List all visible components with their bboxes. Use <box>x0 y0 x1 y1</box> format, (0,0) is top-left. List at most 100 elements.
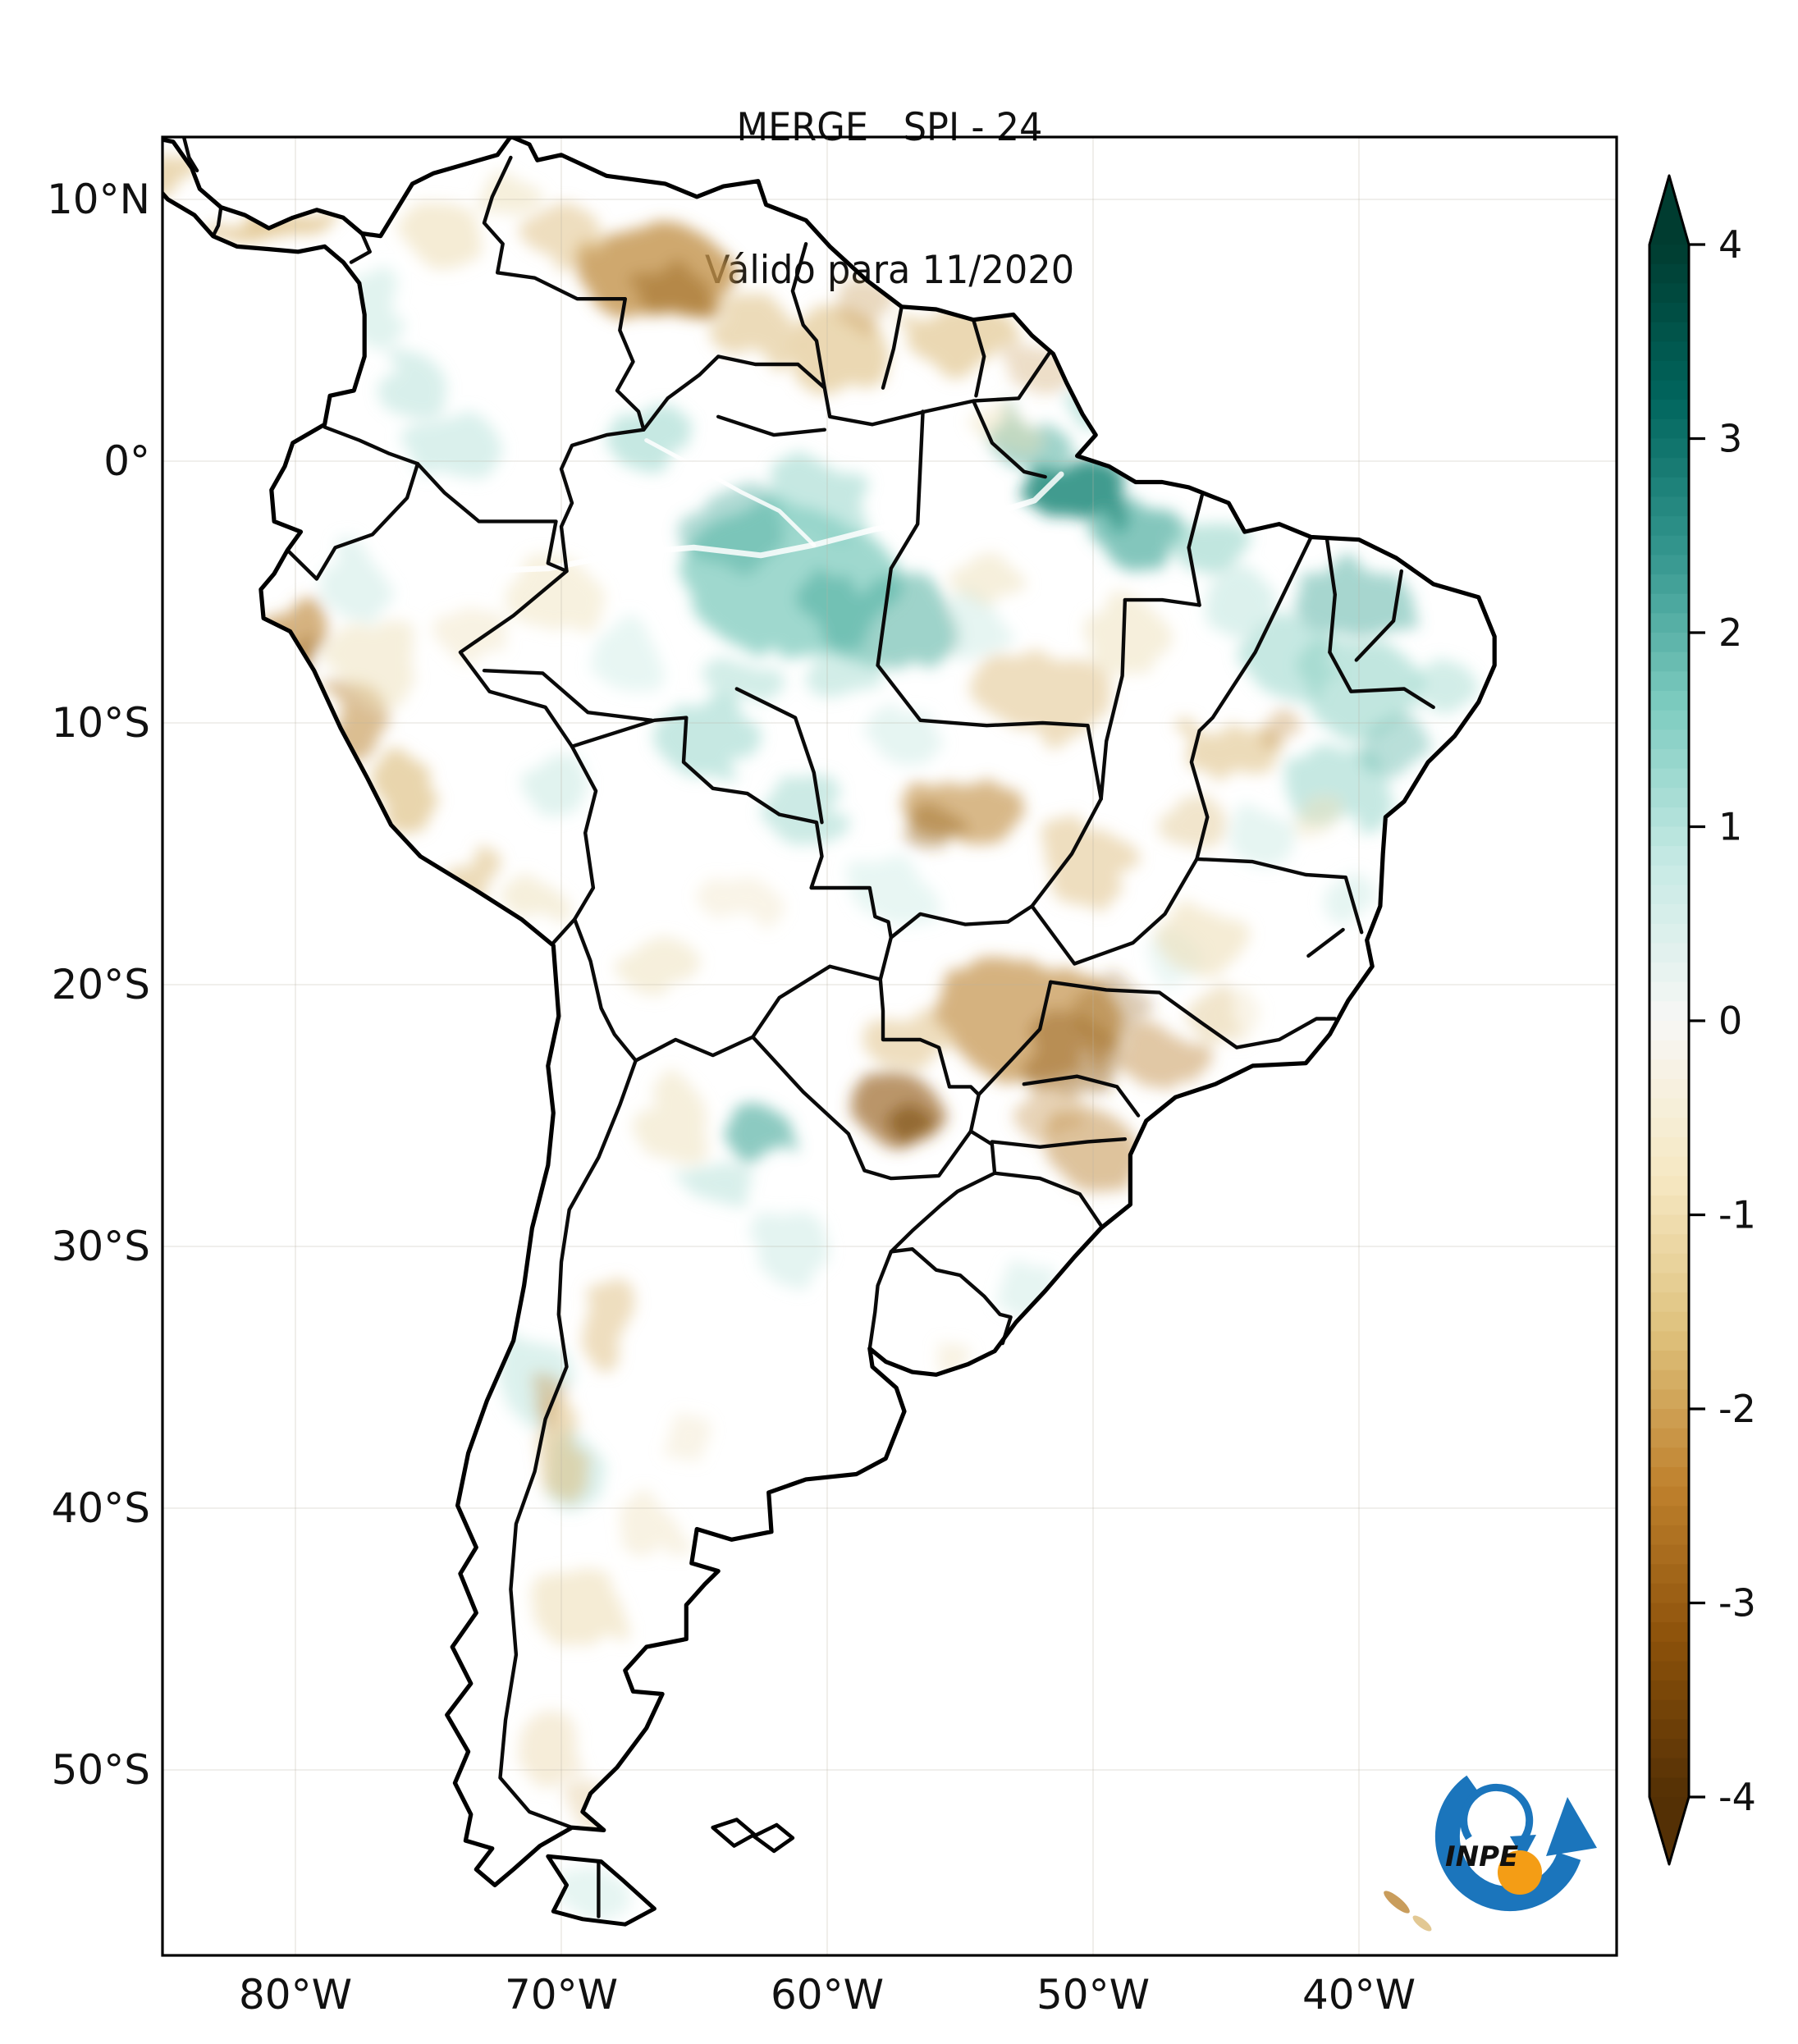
border-bo_py <box>751 964 882 1039</box>
colorbar-tick-label: -4 <box>1718 1775 1756 1819</box>
river-line <box>644 438 817 547</box>
spi-anomaly-blob <box>591 624 665 691</box>
colorbar-band <box>1649 1719 1689 1740</box>
colorbar-band <box>1649 593 1689 614</box>
colorbar-tick-label: -1 <box>1718 1193 1756 1237</box>
spi-anomaly-blob <box>405 199 479 263</box>
spi-anomaly-blob <box>908 812 971 859</box>
colorbar-band <box>1649 1661 1689 1681</box>
border-pe_br <box>458 569 574 748</box>
map-plot-area: INPE <box>162 137 1617 1955</box>
border-sr_gf <box>972 318 986 398</box>
colorbar-band <box>1649 885 1689 905</box>
border-pe_ba <box>1328 650 1435 710</box>
spi-anomaly-blob <box>351 268 409 350</box>
border-bo_cl <box>573 917 638 1063</box>
border-pa_mt <box>876 663 1103 801</box>
colorbar-band <box>1649 1544 1689 1565</box>
inpe-logo: INPE <box>1434 1775 1597 1912</box>
colorbar-tick-label: -2 <box>1718 1387 1756 1431</box>
spi-anomaly-blob <box>755 768 846 835</box>
colorbar-band <box>1649 1389 1689 1410</box>
colorbar-band <box>1649 1699 1689 1721</box>
border-ma_to <box>1123 597 1201 607</box>
island-streak <box>1384 1891 1410 1914</box>
colorbar-band <box>1649 1758 1689 1779</box>
border-pi_ce <box>1324 537 1337 655</box>
border-co_ec <box>323 425 420 466</box>
border-pe_bo <box>570 744 598 921</box>
colorbar-band <box>1649 574 1689 595</box>
spi-anomaly-blob <box>575 1270 638 1370</box>
spi-anomaly-blob <box>726 1110 795 1163</box>
lat-tick-label: 50°S <box>52 1746 150 1794</box>
colorbar-band <box>1649 283 1689 304</box>
border-ce_east <box>1354 569 1403 662</box>
border-co_ve <box>482 155 646 432</box>
spi-anomaly-blob <box>1016 1086 1091 1145</box>
border-sp_pr <box>1022 1074 1141 1118</box>
spi-anomaly-blob <box>1036 822 1135 902</box>
colorbar-tick-label: 0 <box>1718 999 1742 1043</box>
colorbar-band <box>1649 652 1689 672</box>
colorbar-band <box>1649 1428 1689 1448</box>
spi-anomaly-blob <box>746 1208 829 1274</box>
colorbar-band <box>1649 1214 1689 1235</box>
colorbar-band <box>1649 1370 1689 1391</box>
colorbar-band <box>1649 322 1689 342</box>
colorbar-tick-label: 1 <box>1718 805 1742 849</box>
colorbar-band <box>1649 807 1689 828</box>
colorbar-band <box>1649 1680 1689 1701</box>
colorbar-band <box>1649 1021 1689 1041</box>
colorbar-band <box>1649 865 1689 886</box>
colorbar-band <box>1649 1331 1689 1351</box>
colorbar-tick-label: -3 <box>1718 1581 1756 1626</box>
graticule <box>162 137 1617 1955</box>
colorbar-band <box>1649 438 1689 459</box>
border-ve_gy <box>790 242 826 390</box>
colorbar-band <box>1649 981 1689 1003</box>
coastline-mainland <box>162 137 1497 1887</box>
inpe-orange-dot-icon <box>1498 1850 1542 1895</box>
spi-anomaly-blob <box>706 294 789 357</box>
border-bo_br <box>570 716 893 981</box>
lat-tick-label: 0° <box>103 437 150 485</box>
colorbar-tick-label: 4 <box>1718 222 1742 267</box>
colorbar-band <box>1649 1059 1689 1080</box>
colorbar-band <box>1649 1622 1689 1643</box>
spi-anomaly-blob <box>204 212 344 245</box>
colorbar-band <box>1649 458 1689 478</box>
spi-anomaly-blob <box>1202 572 1277 638</box>
colorbar-band <box>1649 1079 1689 1100</box>
border-ar_cl <box>498 1059 638 1830</box>
border-br_py <box>878 977 981 1133</box>
colorbar-band <box>1649 748 1689 770</box>
colorbar-band <box>1649 1603 1689 1623</box>
border-br_ar <box>889 1129 997 1254</box>
lon-tick-label: 50°W <box>1036 1971 1150 2019</box>
colorbar-band <box>1649 1467 1689 1488</box>
colorbar-band <box>1649 788 1689 808</box>
inpe-swoosh-icon <box>1434 1775 1581 1912</box>
border-mg_es <box>1306 927 1345 958</box>
border-pa_ma <box>1187 493 1204 607</box>
colorbar-band <box>1649 1506 1689 1526</box>
spi-anomaly-blob <box>630 265 705 312</box>
colorbar-band <box>1649 1273 1689 1293</box>
colorbar-band <box>1649 1195 1689 1216</box>
colorbar-band <box>1649 1234 1689 1255</box>
spi-anomaly-blob <box>1293 559 1409 642</box>
colorbar-band <box>1649 1564 1689 1584</box>
map-frame <box>161 135 1618 1957</box>
colorbar-band <box>1649 768 1689 789</box>
colorbar-band <box>1649 633 1689 653</box>
spi-anomaly-blob <box>530 1405 592 1496</box>
colorbar-band <box>1649 1583 1689 1604</box>
border-mg_sp <box>1049 980 1239 1049</box>
inpe-inner-arc-icon <box>1460 1783 1534 1842</box>
spi-anomaly-blob <box>162 162 209 206</box>
spi-anomaly-blob <box>335 612 426 703</box>
colorbar-band <box>1649 360 1689 382</box>
border-ac_am <box>482 669 654 722</box>
